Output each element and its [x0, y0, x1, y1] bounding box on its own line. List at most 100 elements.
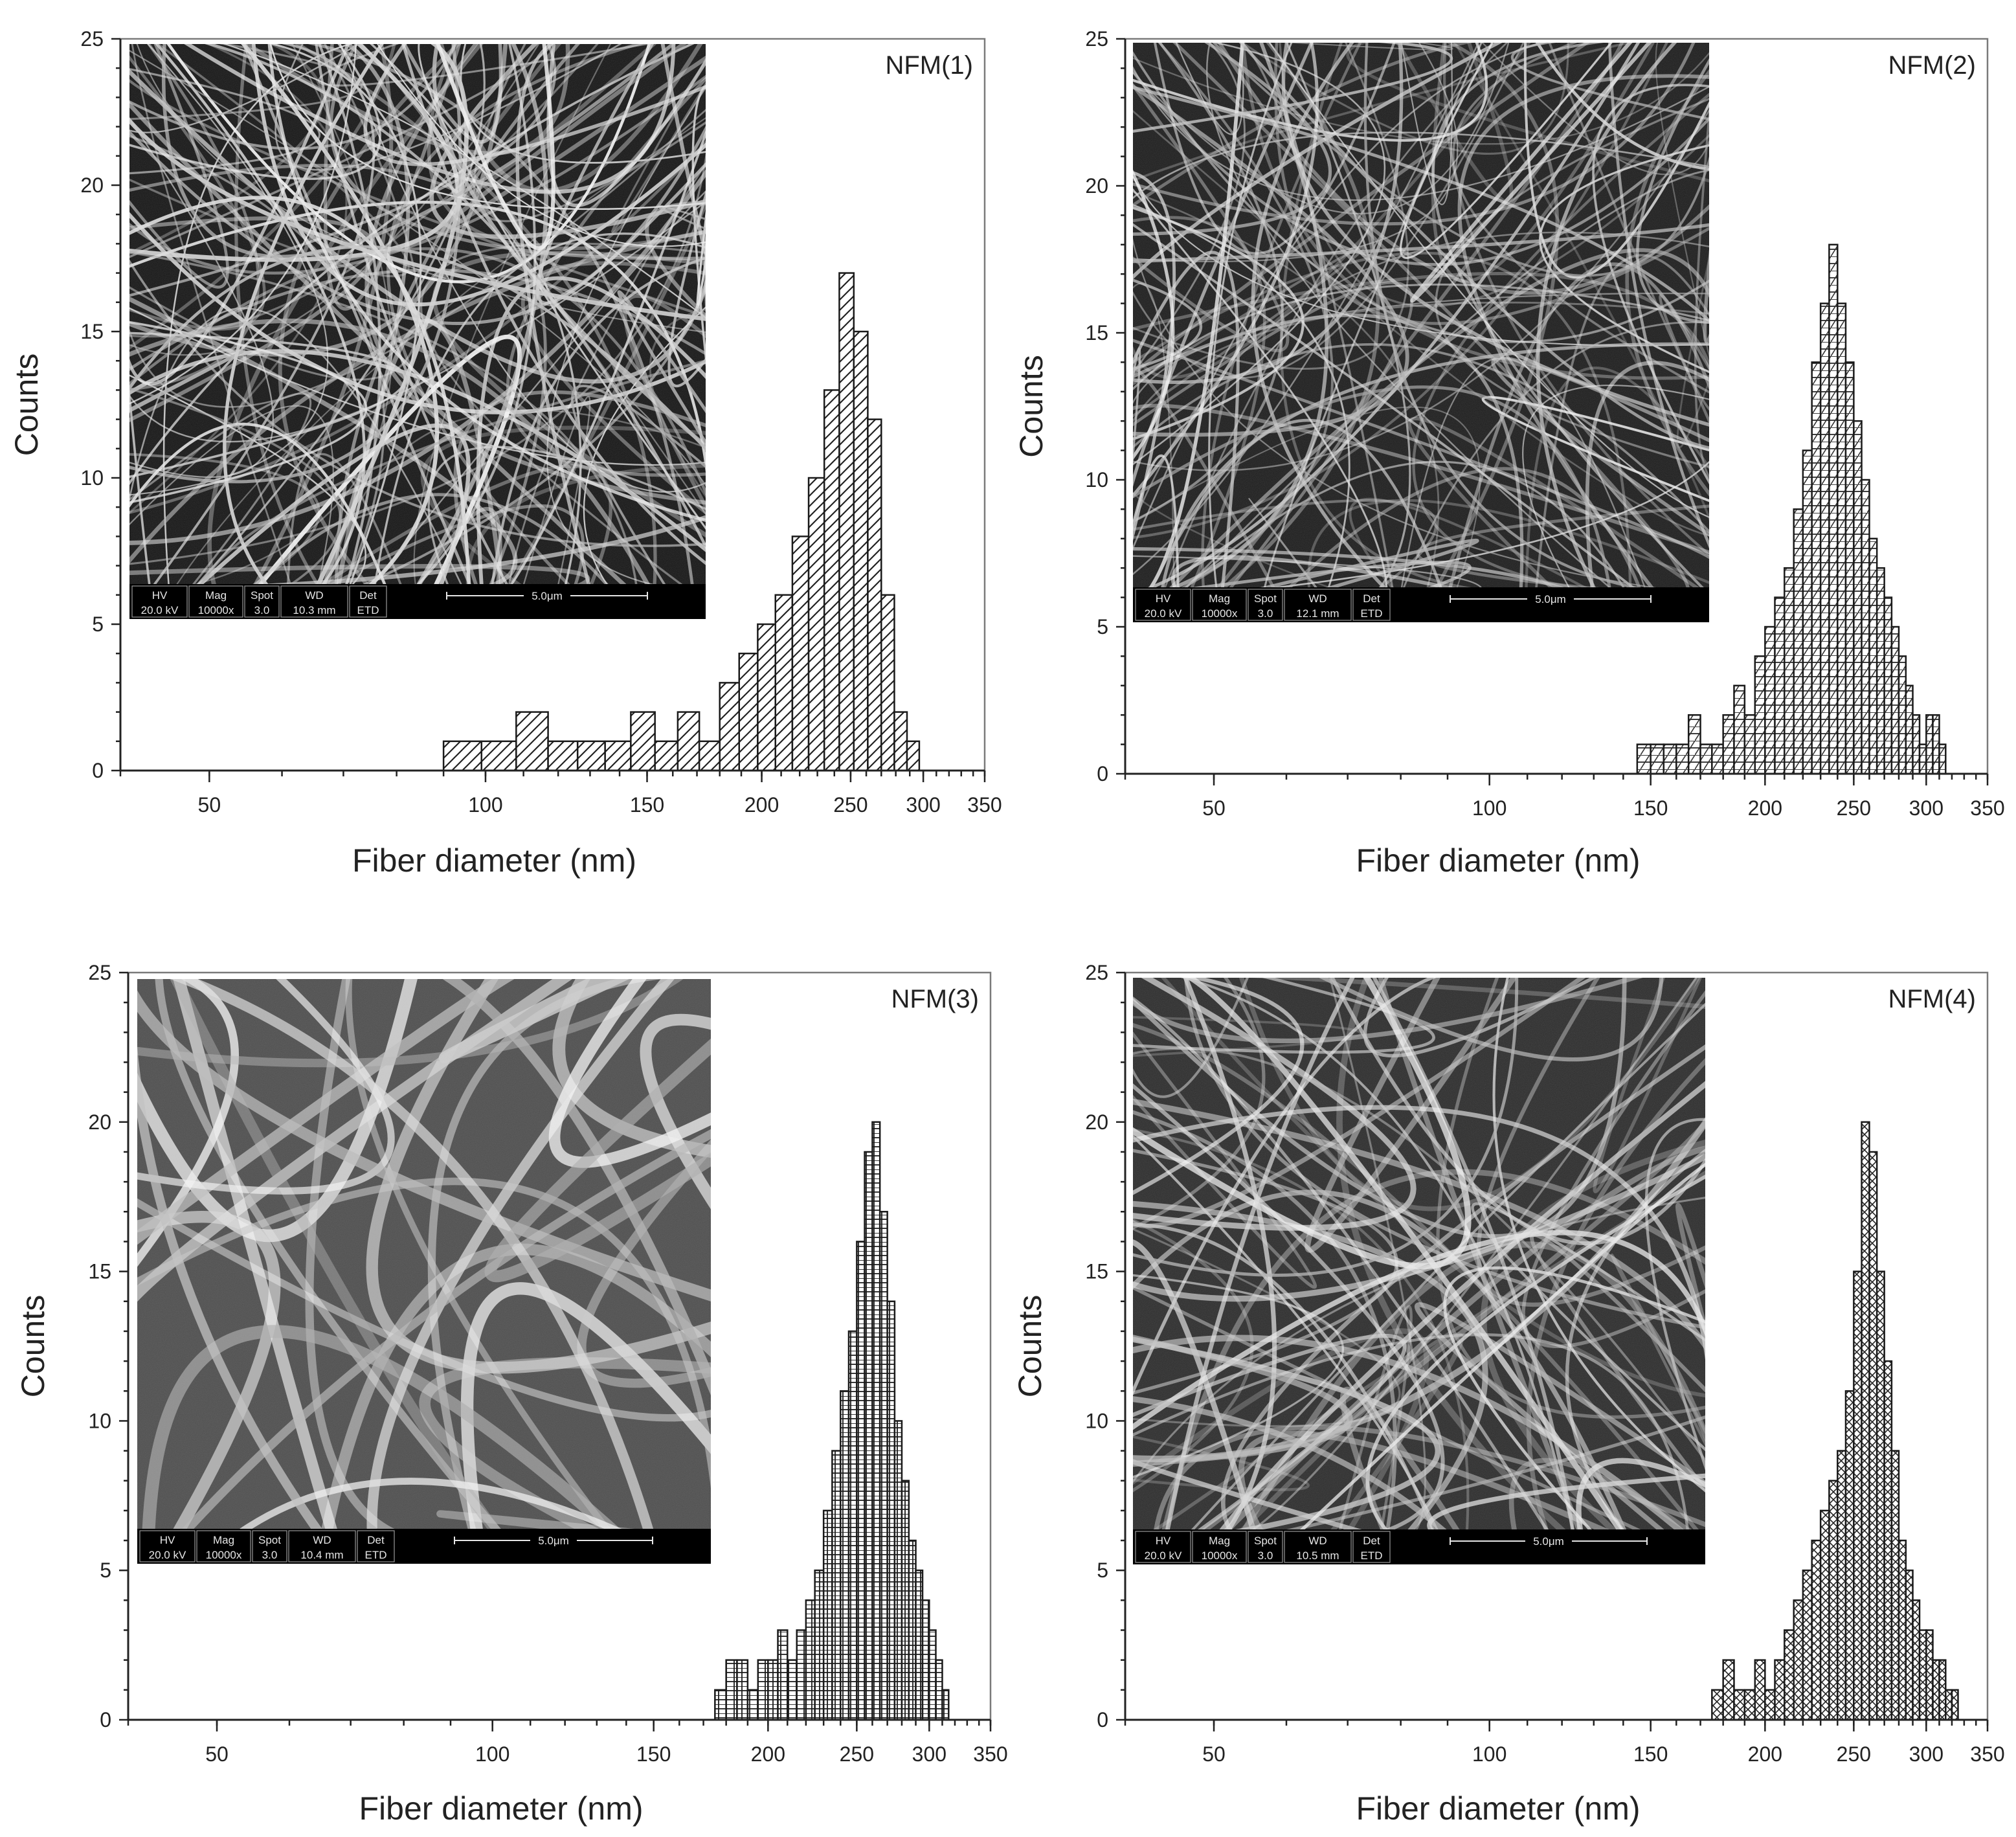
sem-info-value: 10000x	[198, 604, 234, 616]
histogram-bar	[856, 1241, 866, 1721]
histogram-bar	[767, 1659, 779, 1721]
y-tick-label: 25	[88, 961, 111, 984]
y-tick-label: 0	[1097, 1708, 1108, 1731]
histogram-bar	[1764, 1689, 1776, 1721]
sem-info-label: Spot	[251, 589, 273, 602]
histogram-bar	[1687, 714, 1701, 775]
histogram-bar	[757, 623, 776, 772]
histogram-bar	[1636, 743, 1652, 775]
histogram-bar	[1868, 1151, 1878, 1721]
histogram-bar	[604, 740, 632, 772]
y-tick-label: 5	[1097, 615, 1108, 638]
y-tick-label: 20	[1085, 1110, 1108, 1134]
y-tick-label: 5	[92, 613, 104, 636]
histogram-bar	[791, 535, 810, 772]
histogram-bar	[1932, 714, 1940, 775]
sem-info-label: WD	[313, 1534, 331, 1546]
y-tick-label: 20	[80, 174, 104, 197]
y-tick-label: 5	[100, 1559, 111, 1582]
sem-info-value: ETD	[365, 1549, 387, 1561]
histogram-bar	[928, 1629, 937, 1721]
panel-label: NFM(1)	[885, 51, 973, 80]
histogram-bar	[1764, 625, 1776, 775]
histogram-bar	[886, 1300, 896, 1721]
histogram-bar	[1883, 1360, 1893, 1721]
histogram-bar	[1743, 1689, 1756, 1721]
histogram-bar	[941, 1689, 950, 1721]
sem-info-label: Mag	[1209, 1535, 1230, 1547]
sem-info-label: WD	[1308, 1535, 1327, 1547]
histogram-bar	[1819, 1509, 1830, 1721]
histogram-bar	[1828, 1480, 1839, 1721]
histogram-bar	[807, 477, 825, 772]
x-tick-label: 150	[636, 1742, 671, 1766]
x-axis-title: Fiber diameter (nm)	[1356, 842, 1641, 879]
histogram-bar	[1650, 743, 1665, 775]
histogram-bar	[1945, 1689, 1953, 1721]
histogram-bar	[879, 1211, 888, 1721]
sem-info-value: 3.0	[254, 604, 270, 616]
y-tick-label: 15	[88, 1260, 111, 1283]
x-tick-label: 250	[840, 1742, 874, 1766]
histogram-bar	[880, 594, 895, 772]
sem-info-value: 20.0 kV	[141, 604, 179, 616]
histogram-bar	[442, 740, 483, 772]
sem-info-label: Mag	[205, 589, 227, 602]
histogram-bar	[1754, 1659, 1766, 1721]
histogram-bar	[654, 740, 679, 772]
histogram-bar	[1912, 714, 1921, 775]
histogram-bar	[736, 1659, 749, 1721]
histogram-bar	[1828, 243, 1839, 775]
histogram-bar	[1733, 684, 1746, 775]
y-tick-label: 10	[1085, 468, 1108, 491]
histogram-bar	[677, 711, 700, 772]
sem-info-label: Det	[1363, 592, 1380, 605]
y-tick-label: 15	[1085, 321, 1108, 344]
sem-scale-bar-label: 5.0μm	[538, 1535, 569, 1547]
sem-info-bar: HV 20.0 kV Mag 10000x Spot 3.0 WD 10.4 mm Det ETD…	[137, 1529, 711, 1564]
x-tick-label: 200	[745, 793, 779, 817]
histogram-bar	[1883, 596, 1893, 775]
sem-info-bar: HV 20.0 kV Mag 10000x Spot 3.0 WD 12.1 mm Det ETD…	[1133, 587, 1709, 622]
sem-info-value: ETD	[1361, 1550, 1383, 1562]
histogram-bar	[1912, 1599, 1921, 1721]
histogram-bar	[576, 740, 606, 772]
histogram-bar	[1861, 1121, 1870, 1721]
x-tick-label: 150	[1633, 1742, 1668, 1766]
x-tick-label: 300	[912, 1742, 946, 1766]
x-tick-label: 200	[751, 1742, 785, 1766]
sem-info-value: 20.0 kV	[149, 1549, 186, 1561]
y-tick-label: 0	[1097, 762, 1108, 785]
histogram-bar	[1853, 1270, 1863, 1721]
histogram-bar	[805, 1599, 816, 1721]
sem-info-value: 3.0	[1258, 607, 1273, 620]
histogram-panel-1: HV 20.0 kV Mag 10000x Spot 3.0 WD 10.3 mm Det ETD…	[8, 27, 1002, 879]
histogram-bar	[714, 1689, 727, 1721]
histogram-bar	[630, 711, 656, 772]
histogram-bar	[1938, 1659, 1947, 1721]
histogram-bars	[714, 1121, 950, 1721]
sem-info-label: HV	[160, 1534, 175, 1546]
sem-info-value: 20.0 kV	[1145, 1550, 1182, 1562]
histogram-bar	[1811, 361, 1822, 775]
histogram-bar	[746, 1689, 759, 1721]
panel-label: NFM(4)	[1888, 985, 1976, 1013]
histogram-bar	[840, 1390, 850, 1721]
x-tick-label: 150	[1633, 796, 1668, 820]
histogram-bar	[1905, 684, 1914, 775]
histogram-bar	[1876, 567, 1885, 775]
sem-info-value: 10.3 mm	[293, 604, 335, 616]
x-tick-label: 300	[906, 793, 940, 817]
sem-info-bar: HV 20.0 kV Mag 10000x Spot 3.0 WD 10.5 mm Det ETD…	[1133, 1529, 1705, 1564]
histogram-bar	[1898, 1539, 1907, 1721]
histogram-bar	[1793, 1599, 1804, 1721]
x-tick-label: 250	[833, 793, 868, 817]
sem-info-value: 10.5 mm	[1296, 1550, 1339, 1562]
histogram-bar	[725, 1659, 738, 1721]
histogram-bar	[893, 1420, 903, 1721]
histogram-bar	[1890, 1450, 1900, 1721]
histogram-bar	[1699, 743, 1713, 775]
histogram-bar	[1711, 743, 1724, 775]
x-tick-label: 100	[475, 1742, 510, 1766]
